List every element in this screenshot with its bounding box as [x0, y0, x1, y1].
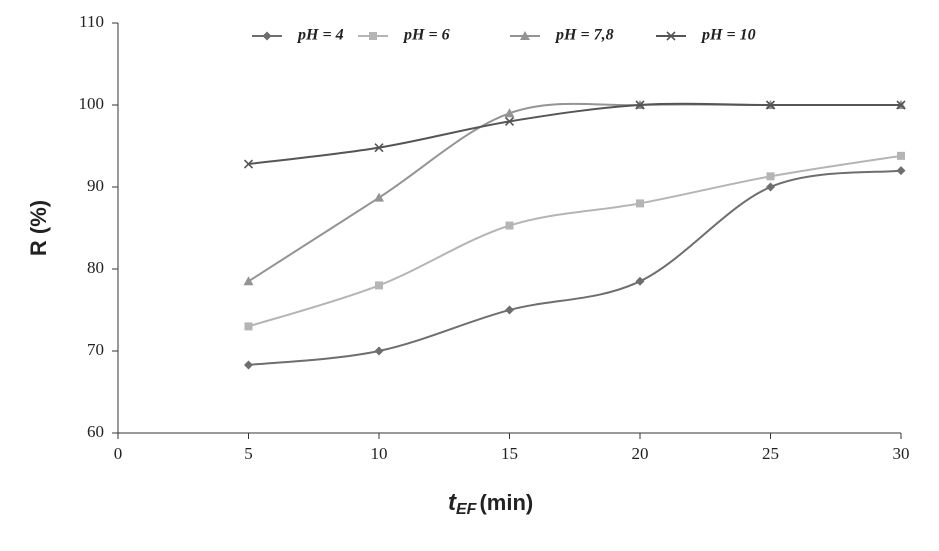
x-axis-title-main: t — [448, 489, 457, 516]
series-line — [248, 169, 902, 366]
marker — [897, 151, 905, 160]
x-tick-label: 15 — [501, 444, 518, 463]
series-line — [247, 102, 901, 283]
x-tick-label: 25 — [762, 444, 779, 463]
marker — [896, 166, 906, 176]
marker — [766, 172, 775, 181]
marker — [374, 346, 384, 356]
x-axis-title-subscript: EF — [456, 501, 478, 518]
marker — [375, 281, 383, 290]
marker — [243, 276, 254, 286]
marker — [369, 32, 377, 40]
marker — [520, 31, 530, 40]
marker — [244, 322, 253, 331]
x-tick-label: 10 — [371, 444, 388, 463]
marker — [374, 192, 384, 202]
marker — [635, 276, 645, 286]
x-tick-label: 20 — [632, 444, 649, 463]
series-line — [248, 102, 901, 166]
y-axis-title: R (%) — [26, 200, 51, 256]
marker — [666, 31, 676, 41]
x-axis-title: tEF (min) — [448, 489, 533, 518]
marker — [504, 108, 515, 118]
x-tick-label: 30 — [893, 444, 910, 463]
x-tick-label: 5 — [244, 444, 253, 463]
marker — [504, 116, 515, 126]
marker — [765, 100, 776, 110]
x-tick-label: 0 — [114, 444, 123, 463]
y-tick-label: 90 — [87, 176, 104, 195]
y-tick-label: 100 — [79, 94, 105, 113]
marker — [636, 199, 644, 208]
marker — [505, 305, 514, 315]
y-tick-label: 80 — [87, 258, 104, 277]
series-line — [248, 154, 902, 328]
marker — [635, 100, 645, 110]
marker — [896, 100, 906, 110]
legend-label: pH = 6 — [402, 27, 450, 44]
y-tick-label: 60 — [87, 422, 104, 441]
y-tick-label: 110 — [79, 12, 104, 31]
legend-label: pH = 4 — [296, 27, 344, 44]
marker — [262, 31, 272, 41]
marker — [766, 182, 775, 192]
legend-label: pH = 10 — [700, 27, 756, 44]
marker — [374, 143, 384, 153]
y-tick-label: 70 — [87, 340, 104, 359]
marker — [505, 221, 514, 230]
marker — [244, 360, 253, 370]
legend-label: pH = 7,8 — [554, 27, 614, 44]
x-axis-title-unit: (min) — [479, 490, 533, 515]
marker — [243, 159, 254, 169]
